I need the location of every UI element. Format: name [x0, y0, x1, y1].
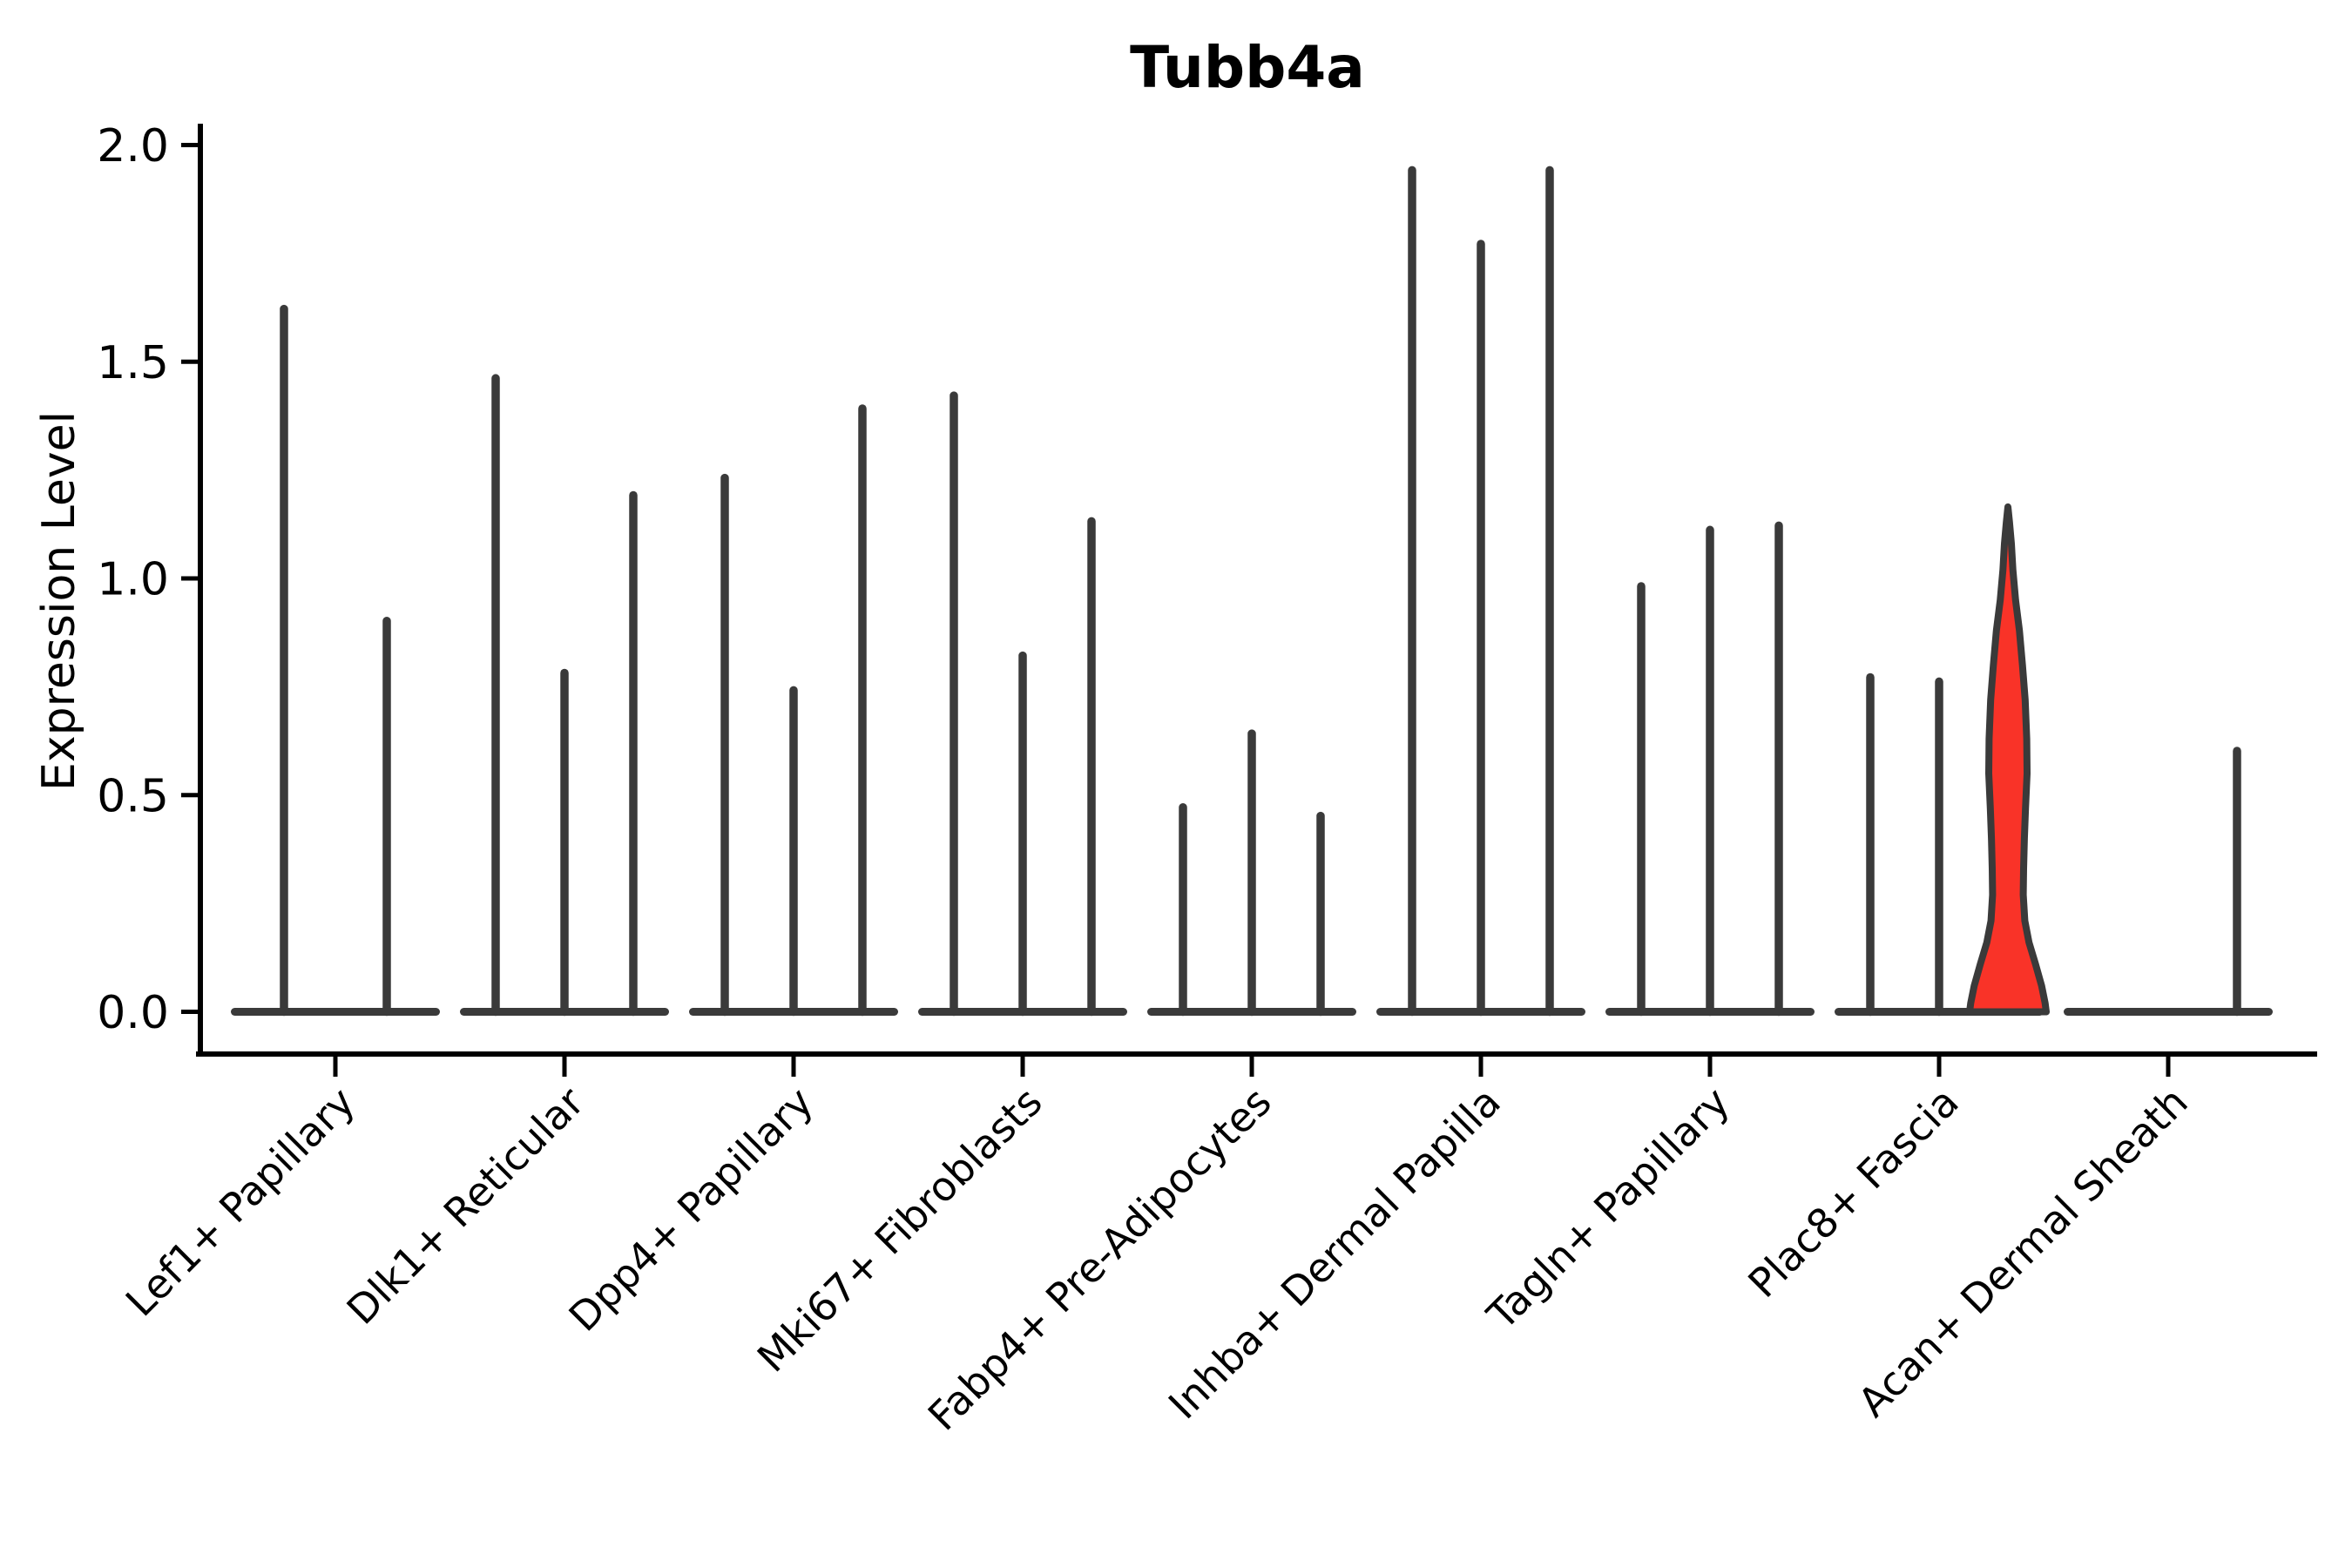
- highlighted-violin: [1966, 503, 2050, 1016]
- violin-baseline: [231, 1008, 440, 1016]
- y-tick-label: 0.0: [97, 987, 169, 1039]
- y-tick-label: 1.5: [97, 337, 169, 389]
- chart-title: Tubb4a: [1130, 34, 1365, 101]
- x-category-label: Plac8+ Fascia: [1739, 1078, 1967, 1307]
- violin-baseline: [2064, 1008, 2273, 1016]
- axes-layer: [181, 124, 2317, 1077]
- x-category-label: Dlk1+ Reticular: [338, 1078, 593, 1334]
- x-axis-spine: [196, 1051, 2317, 1057]
- x-category-label: Dpp4+ Papillary: [560, 1078, 822, 1341]
- x-category-label: Lef1+ Papillary: [117, 1078, 364, 1326]
- y-tick-label: 0.5: [97, 770, 169, 822]
- y-axis-spine: [198, 124, 203, 1057]
- y-tick-label: 2.0: [97, 120, 169, 172]
- x-category-label: Tagln+ Papillary: [1477, 1078, 1739, 1340]
- y-tick-label: 1.0: [97, 554, 169, 606]
- y-axis-label: Expression Level: [33, 411, 85, 791]
- violins-layer: [231, 166, 2273, 1017]
